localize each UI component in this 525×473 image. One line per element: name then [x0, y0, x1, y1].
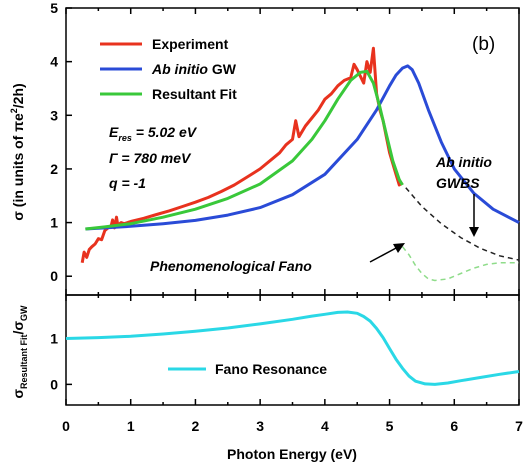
gwbs-arrow-head	[469, 227, 479, 237]
gwbs-label-line1: Ab initio	[435, 154, 492, 170]
x-tick-label: 4	[321, 418, 329, 434]
bottom-panel: 0 1 0 1 2 3 4 5 6 7 σResultant Fit/σGW Photon Ene…	[10, 294, 523, 462]
legend-label-fano-resonance: Fano Resonance	[215, 361, 327, 377]
series-line-resultant-fit	[85, 69, 404, 231]
legend-label-experiment: Experiment	[152, 36, 229, 52]
bottom-y-tick-label: 0	[50, 376, 58, 392]
x-tick-label: 3	[256, 418, 264, 434]
x-tick-label: 5	[386, 418, 394, 434]
x-axis-label: Photon Energy (eV)	[227, 446, 357, 462]
series-line-fano-resonance	[65, 310, 520, 386]
fano-arrow-head	[393, 243, 405, 253]
top-y-tick-label: 2	[50, 161, 58, 177]
x-tick-label: 1	[127, 418, 135, 434]
top-legend: Experiment Ab initio GW Resultant Fit	[100, 36, 237, 102]
bottom-y-tick-label: 1	[50, 331, 58, 347]
x-tick-label: 7	[515, 418, 523, 434]
series-line-ab-initio-gw	[85, 64, 520, 231]
x-tick-label: 2	[192, 418, 200, 434]
panel-label: (b)	[472, 34, 495, 55]
fano-arrow-shaft	[369, 246, 399, 263]
bottom-plot-frame	[65, 294, 520, 406]
x-tick-label: 0	[62, 418, 70, 434]
series-line-ab-initio-gwbs	[405, 187, 520, 261]
param-gamma: Γ = 780 meV	[109, 150, 192, 166]
param-eres: Eres = 5.02 eV	[109, 124, 198, 143]
x-tick-label: 6	[450, 418, 458, 434]
top-y-tick-label: 1	[50, 215, 58, 231]
top-y-tick-label: 4	[50, 54, 58, 70]
top-ylabel-sup: 2	[9, 108, 19, 113]
top-axis-ticks: 0 1 2 3 4 5	[50, 0, 520, 295]
fano-parameters: Eres = 5.02 eV Γ = 780 meV q = -1	[109, 124, 198, 191]
top-ylabel-tail: /2h)	[10, 83, 26, 108]
bottom-y-axis-label: σResultant Fit/σGW	[10, 305, 29, 399]
param-q: q = -1	[109, 175, 146, 191]
fano-label: Phenomenological Fano	[150, 258, 312, 274]
bottom-series-group	[65, 310, 520, 386]
top-y-axis-label: σ (in units of πe2/2h)	[9, 83, 26, 220]
top-y-tick-label: 5	[50, 0, 58, 16]
top-series-group	[80, 46, 520, 282]
top-y-tick-label: 3	[50, 107, 58, 123]
top-y-tick-label: 0	[50, 268, 58, 284]
legend-label-fit: Resultant Fit	[152, 86, 237, 102]
top-ylabel-main: σ (in units of πe	[10, 113, 26, 221]
series-line-phenomenological-fano	[401, 246, 519, 282]
legend-label-gw: Ab initio GW	[151, 61, 237, 77]
bottom-axis-ticks: 0 1 0 1 2 3 4 5 6 7	[50, 295, 523, 434]
gwbs-label-line2: GWBS	[436, 175, 480, 191]
